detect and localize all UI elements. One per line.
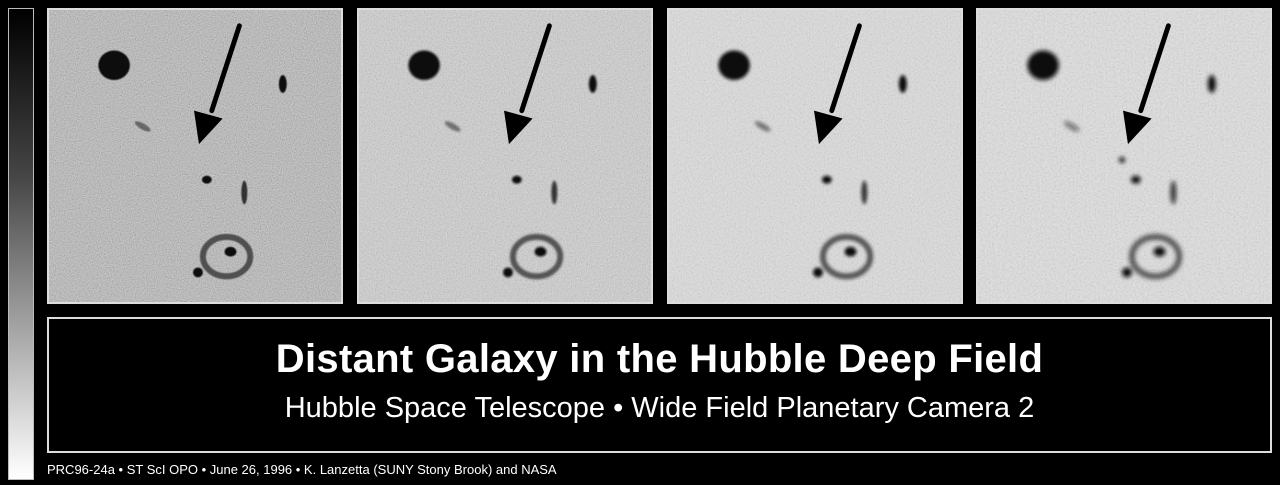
intensity-scale-bar [8, 8, 34, 480]
credits-line: PRC96-24a • ST ScI OPO • June 26, 1996 •… [47, 462, 557, 477]
panel-image-3 [669, 10, 961, 302]
image-panel-4 [976, 8, 1272, 304]
caption-box: Distant Galaxy in the Hubble Deep Field … [47, 317, 1272, 453]
image-panel-3 [667, 8, 963, 304]
panel-image-1 [49, 10, 341, 302]
page-title: Distant Galaxy in the Hubble Deep Field [275, 337, 1044, 381]
image-panel-1 [47, 8, 343, 304]
image-panel-2 [357, 8, 653, 304]
page-subtitle: Hubble Space Telescope • Wide Field Plan… [284, 392, 1035, 424]
panel-image-4 [978, 10, 1270, 302]
panel-image-2 [359, 10, 651, 302]
